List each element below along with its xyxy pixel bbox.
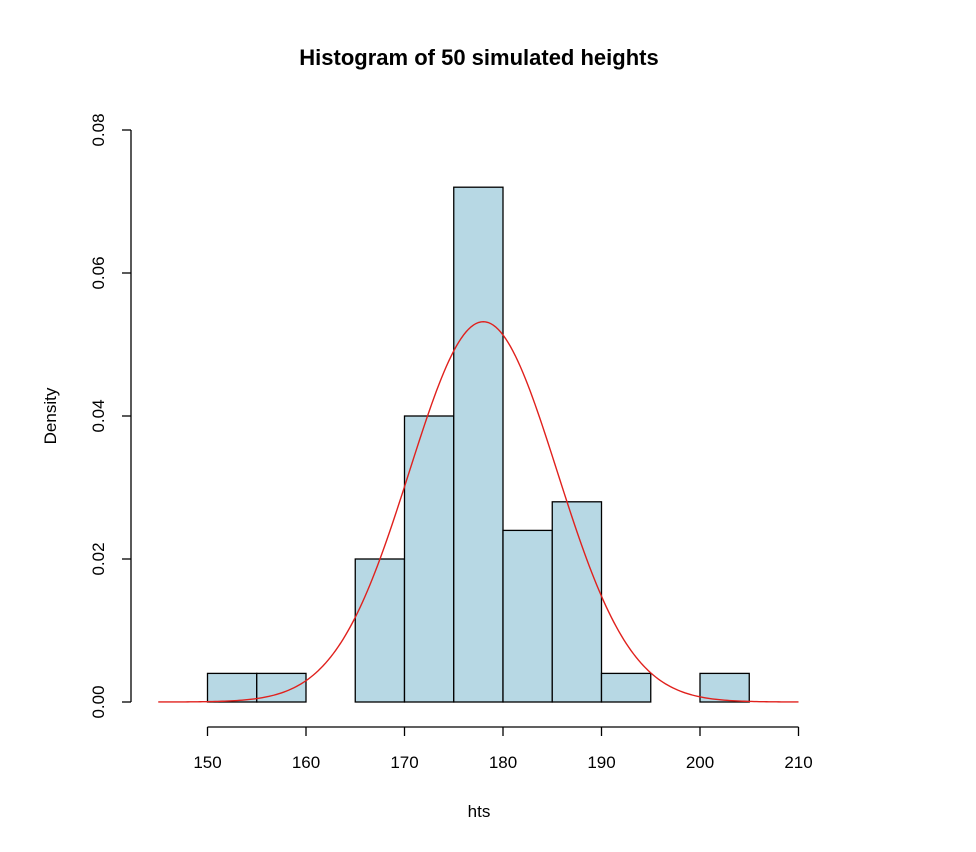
y-tick-label: 0.08 [89, 113, 108, 146]
y-tick-label: 0.00 [89, 685, 108, 718]
histogram-bar [354, 558, 406, 703]
y-axis-label: Density [41, 387, 60, 444]
histogram-bar [206, 672, 258, 703]
histogram-bars [206, 186, 750, 703]
histogram-bar [699, 672, 750, 703]
x-tick-label: 190 [587, 753, 615, 772]
chart-title: Histogram of 50 simulated heights [299, 45, 658, 70]
x-tick-label: 180 [489, 753, 517, 772]
x-tick-label: 170 [390, 753, 418, 772]
y-axis: 0.00 0.02 0.04 0.06 0.08 [89, 113, 132, 719]
histogram-bar [453, 186, 504, 703]
density-curve [158, 320, 799, 703]
y-tick-label: 0.02 [89, 542, 108, 575]
x-tick-label: 160 [292, 753, 320, 772]
histogram-bar [600, 672, 652, 703]
y-tick-label: 0.06 [89, 256, 108, 289]
histogram-bar [502, 529, 553, 703]
x-axis-label: hts [468, 802, 491, 821]
density-curve-layer [158, 320, 799, 703]
histogram-bar [403, 415, 455, 703]
x-tick-label: 210 [784, 753, 812, 772]
x-tick-label: 200 [686, 753, 714, 772]
y-tick-label: 0.04 [89, 399, 108, 432]
x-axis: 150 160 170 180 190 200 210 [193, 726, 813, 772]
histogram-bar [551, 501, 603, 703]
x-tick-label: 150 [193, 753, 221, 772]
